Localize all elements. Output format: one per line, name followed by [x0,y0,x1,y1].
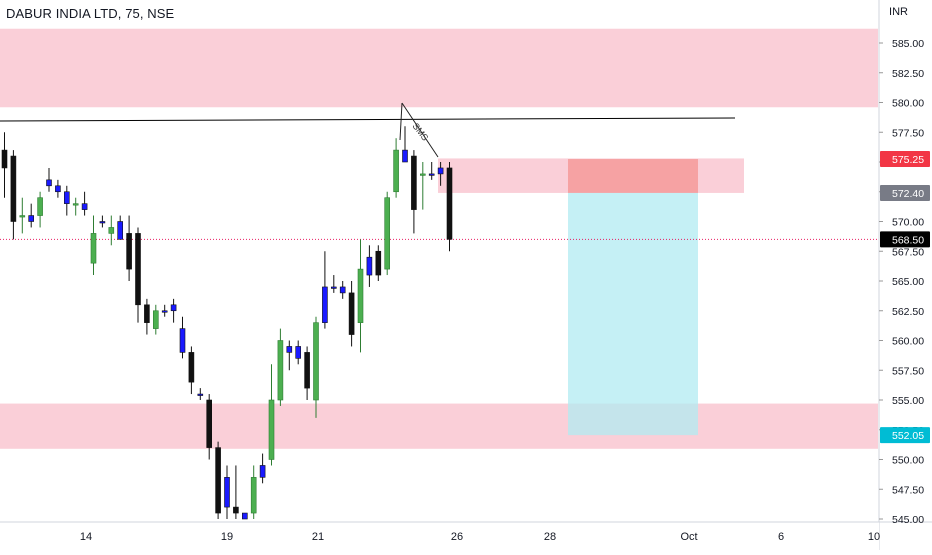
y-tick-label: 545.00 [892,514,924,526]
candle-body [37,197,43,216]
x-tick-label: 26 [451,531,463,543]
x-tick-label: 14 [80,531,92,543]
candle-body [304,352,310,389]
candle-body [46,179,52,187]
candle-body [188,352,195,383]
sms-annotation-label: SMS [410,121,430,143]
candle-body [197,393,204,396]
candle-body [233,506,239,514]
x-tick-label: 19 [221,531,233,543]
candle-body [64,191,70,204]
time-axis[interactable] [0,522,879,550]
candle-body [384,197,391,270]
candle-body [135,233,141,306]
candle-body [99,221,106,224]
price-badge-label-last: 568.50 [892,234,924,246]
trend-line[interactable] [0,117,736,122]
candle-body [179,328,186,353]
candle-body [161,310,168,313]
candle-body [250,477,257,514]
x-tick-label: 28 [544,531,556,543]
lower-demand-zone [0,403,878,449]
candle-body [446,167,453,240]
y-tick-label: 562.50 [892,306,924,318]
candle-body [393,149,399,193]
x-tick-label: 6 [778,531,784,543]
y-tick-label: 582.50 [892,68,924,80]
candle-body [242,512,248,520]
currency-label: INR [889,6,908,18]
price-badge-target [880,427,930,444]
candle-body [55,185,61,193]
candle-body [117,221,123,240]
x-tick-label: 10 [868,531,880,543]
price-badge-label-entry: 572.40 [892,188,924,200]
price-badge-label-target: 552.05 [892,430,924,442]
candle-body [277,340,284,401]
candle-body [295,346,302,359]
price-badge-last [880,231,930,248]
candle-body [428,173,435,176]
y-tick-label: 567.50 [892,246,924,258]
candle-body [330,286,337,289]
y-tick-label: 580.00 [892,98,924,110]
candle-body [322,286,328,323]
y-tick-label: 570.00 [892,217,924,229]
price-badge-label-stop: 575.25 [892,154,924,166]
y-tick-label: 557.50 [892,365,924,377]
price-badge-entry [880,184,930,201]
y-tick-label: 585.00 [892,38,924,50]
candle-body [402,149,408,163]
candle-body [419,173,426,176]
y-tick-label: 565.00 [892,276,924,288]
candle-body [81,203,88,210]
candle-body [126,233,132,270]
candle-body [268,399,275,460]
candle-body [144,304,150,323]
x-tick-label: 21 [312,531,324,543]
candle-body [437,167,444,175]
candle-body [339,286,346,294]
candle-body [108,227,115,234]
candle-body [72,203,79,206]
candle-body [411,155,417,210]
upper-supply-zone [0,28,878,108]
sms-line-left [399,102,403,141]
x-tick-label: Oct [680,531,697,543]
candle-body [224,477,230,508]
candle-body [90,233,97,264]
price-badge-stop [880,151,930,168]
candle-body [348,292,355,335]
candle-body [19,215,26,218]
candle-body [366,256,373,276]
candle-body [28,215,35,222]
candle-body [215,447,221,514]
candle-body [375,250,382,276]
candle-body [206,399,212,448]
candle-body [357,268,364,323]
y-tick-label: 560.00 [892,336,924,348]
position-target-zone[interactable] [568,192,698,436]
candle-body [153,310,159,329]
y-tick-label: 550.00 [892,455,924,467]
candle-body [170,304,177,312]
price-axis[interactable] [879,0,932,550]
sms-line-right [401,102,439,158]
candle-body [286,346,293,353]
y-tick-label: 577.50 [892,127,924,139]
candle-body [10,155,17,222]
position-stop-zone[interactable] [568,159,698,193]
y-tick-label: 547.50 [892,484,924,496]
candle-body [313,322,319,401]
candle-body [1,149,8,169]
candle-body [259,465,266,478]
chart-title: DABUR INDIA LTD, 75, NSE [6,6,175,21]
y-tick-label: 555.00 [892,395,924,407]
